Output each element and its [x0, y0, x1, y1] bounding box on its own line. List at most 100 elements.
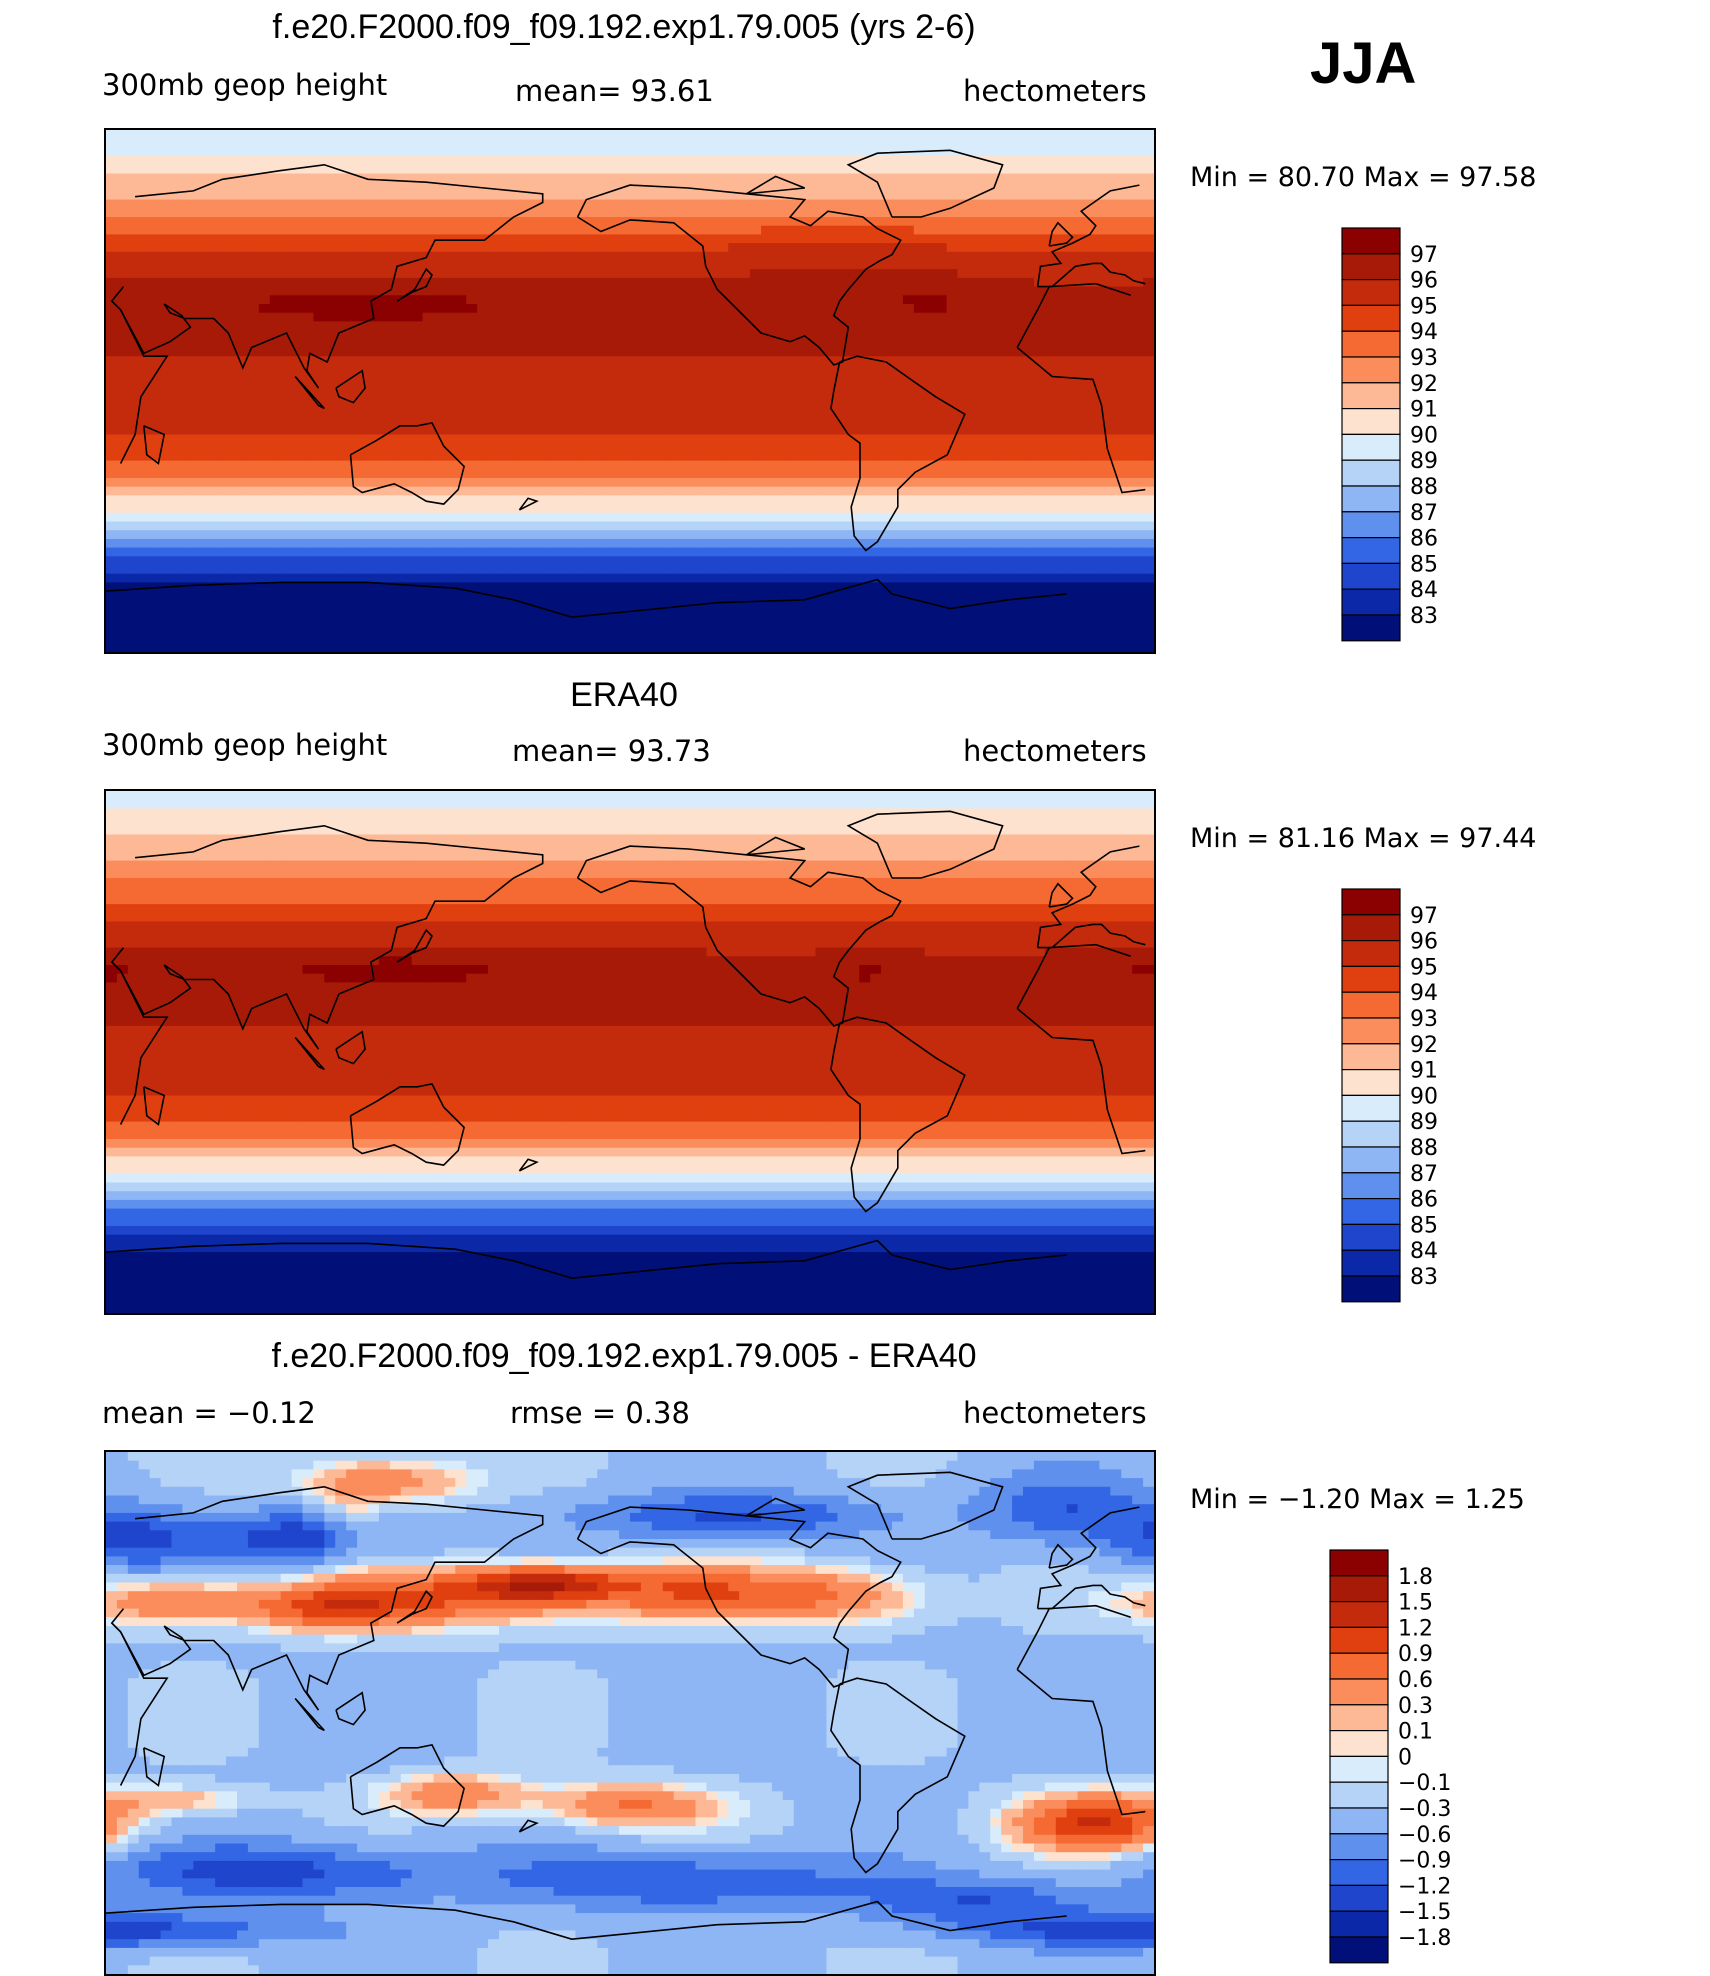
map1-cell [138, 512, 151, 523]
map1-cell [1033, 495, 1046, 505]
map1-cell [848, 356, 860, 366]
map1-cell [258, 251, 271, 262]
map1-cell [400, 364, 413, 375]
map1-cell [258, 512, 271, 523]
map1-cell [149, 286, 162, 296]
map1-cell [564, 443, 577, 453]
map1-cell [1099, 556, 1111, 566]
map1-cell [968, 556, 980, 566]
map1-cell [1088, 295, 1101, 305]
map1-cell [782, 425, 795, 436]
map1-cell [717, 138, 729, 148]
map1-cell [979, 443, 991, 453]
map1-cell [433, 173, 446, 183]
map1-cell [957, 208, 970, 218]
map1-cell [171, 260, 184, 270]
map1-cell [870, 478, 882, 488]
map1-cell [815, 565, 828, 575]
map1-cell [171, 504, 184, 514]
map1-cell [455, 460, 467, 470]
map1-cell [990, 208, 1002, 218]
map1-cell [575, 408, 587, 418]
map1-cell [1099, 277, 1111, 288]
map1-cell [1099, 469, 1111, 479]
map1-cell [597, 234, 609, 244]
map1-cell [1044, 190, 1057, 201]
map1-cell [149, 356, 162, 366]
map1-cell [291, 173, 304, 183]
map1-cell [739, 260, 751, 270]
map1-cell [870, 330, 882, 340]
map1-cell [1033, 565, 1046, 575]
map1-cell [149, 277, 162, 288]
map1-cell [237, 521, 249, 531]
map1-cell [149, 338, 162, 349]
map1-cell [1001, 417, 1013, 427]
map1-cell [400, 173, 413, 183]
map1-cell [826, 451, 839, 462]
map1-cell [575, 417, 587, 427]
map1-cell [684, 199, 697, 209]
map1-cell [1001, 243, 1013, 253]
map1-cell [204, 330, 216, 340]
map1-cell [258, 538, 271, 549]
map1-cell [815, 547, 828, 557]
map1-cell [684, 547, 697, 557]
map1-cell [586, 556, 598, 566]
map1-cell [848, 486, 860, 496]
map1-cell [455, 521, 467, 531]
map1-cell [739, 190, 751, 201]
map1-cell [651, 417, 664, 427]
map1-cell [630, 417, 642, 427]
map1-cell [127, 269, 140, 279]
map1-cell [771, 217, 784, 227]
map1-cell [1023, 443, 1035, 453]
map1-cell [389, 521, 402, 531]
map1-cell [1066, 391, 1079, 401]
map1-cell [946, 460, 959, 470]
map1-cell [913, 225, 926, 235]
map1-cell [368, 364, 380, 375]
map1-cell [269, 530, 282, 540]
map1-cell [258, 234, 271, 244]
map1-cell [389, 478, 402, 488]
map1-cell [106, 338, 118, 349]
map1-cell [1055, 321, 1068, 331]
map1-cell [1132, 199, 1144, 209]
map1-cell [651, 408, 664, 418]
map1-cell [662, 138, 675, 148]
map1-cell [870, 312, 882, 322]
map1-cell [979, 190, 991, 201]
map1-cell [1012, 347, 1024, 357]
map1-cell [357, 399, 369, 409]
map1-cell [280, 321, 293, 331]
map1-cell [116, 495, 129, 505]
map1-cell [575, 217, 587, 227]
map1-cell [291, 217, 304, 227]
map1-cell [400, 312, 413, 322]
map1-cell [477, 147, 489, 157]
map1-cell [630, 469, 642, 479]
map1-cell [695, 460, 708, 470]
map1-cell [892, 182, 904, 192]
map1-cell [149, 260, 162, 270]
map1-cell [1143, 312, 1154, 322]
map1-cell [575, 364, 587, 375]
map1-cell [881, 347, 893, 357]
map1-cell [226, 234, 238, 244]
map1-cell [946, 443, 959, 453]
map1-cell [859, 260, 871, 270]
map1-cell [149, 138, 162, 148]
map1-cell [509, 269, 522, 279]
map1-cell [608, 286, 620, 296]
map1-cell [837, 234, 849, 244]
map1-cell [193, 295, 205, 305]
map1-cell [1023, 478, 1035, 488]
map1-cell [171, 321, 184, 331]
map1-cell [739, 364, 751, 375]
map1-cell [455, 208, 467, 218]
map1-cell [106, 356, 118, 366]
map1-cell [1088, 277, 1101, 288]
map1-cell [619, 173, 631, 183]
map1-cell [1099, 173, 1111, 183]
